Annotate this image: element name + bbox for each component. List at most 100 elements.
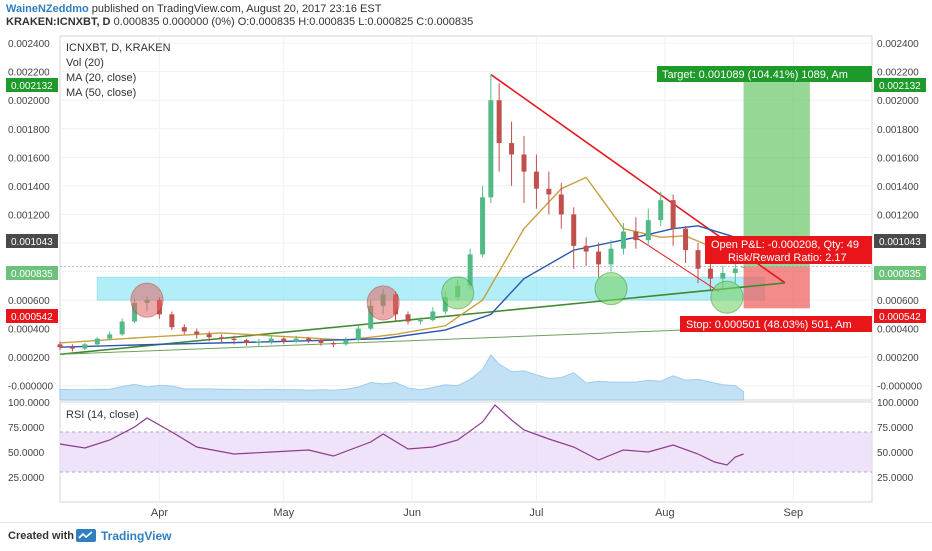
candle-body	[720, 272, 726, 279]
candle-body	[633, 231, 639, 241]
price-tick-right: 0.002400	[877, 39, 919, 50]
candle-body	[206, 334, 212, 338]
last-badge-left	[6, 234, 58, 248]
candle-body	[169, 314, 175, 328]
lower-trendline	[59, 325, 794, 355]
candle-body	[82, 344, 88, 349]
candle-body	[132, 302, 138, 322]
candle-body	[306, 338, 312, 341]
x-tick-label: Sep	[783, 507, 803, 519]
candle-body	[355, 328, 361, 341]
green-highlight-circle	[710, 280, 744, 314]
chart-header: WaineNZeddmo published on TradingView.co…	[6, 3, 473, 29]
price-tick-left: 0.000200	[8, 353, 50, 364]
rsi-tick-right: 75.0000	[877, 423, 914, 434]
candle-body	[293, 338, 299, 342]
price-tick-left: 0.002400	[8, 39, 50, 50]
candle-body	[330, 342, 336, 345]
price-tick-right: 0.001800	[877, 125, 919, 136]
candle-body	[69, 347, 75, 349]
legend-title: ICNXBT, D, KRAKEN	[66, 42, 171, 54]
candle-body	[488, 100, 494, 198]
support-zone	[96, 276, 765, 301]
candle-body	[405, 314, 411, 322]
volume-area-shape	[59, 354, 745, 401]
rsi-tick-left: 25.0000	[8, 473, 45, 484]
x-tick-label: May	[273, 507, 294, 519]
candle-body	[318, 340, 324, 343]
candle-body	[268, 338, 274, 342]
target-badge-right	[874, 78, 926, 92]
candle-body	[343, 340, 349, 345]
publish-line: WaineNZeddmo published on TradingView.co…	[6, 3, 473, 16]
candle-body	[107, 334, 113, 339]
price-tick-left: 0.000600	[8, 296, 50, 307]
author-link[interactable]: WaineNZeddmo	[6, 3, 89, 15]
stop-badge-right	[874, 309, 926, 323]
stop-zone	[743, 266, 810, 309]
price-tick-left: 0.000400	[8, 325, 50, 336]
candle-body	[243, 340, 249, 343]
highlight-circles	[130, 272, 744, 321]
pnl-label-box	[705, 236, 872, 264]
red-highlight-circle	[130, 282, 164, 318]
target-label-box	[657, 66, 872, 82]
price-tick-right: 0.001600	[877, 153, 919, 164]
candle-body	[608, 248, 614, 265]
price-chart[interactable]: 0.002400 0.002400 0.002200 0.002200 0.002000…	[0, 0, 932, 522]
stop-label-box	[680, 316, 872, 332]
last-badge-left-text: 0.001043	[11, 237, 53, 248]
rsi-plot	[59, 404, 872, 473]
symbol-line: KRAKEN:ICNXBT, D 0.000835 0.000000 (0%) …	[6, 16, 473, 29]
candle-body	[442, 297, 448, 312]
price-tick-right: 0.001200	[877, 210, 919, 221]
current-badge-right	[874, 266, 926, 280]
candle-body	[509, 143, 515, 155]
candle-body	[119, 321, 125, 335]
legend-ma20: MA (20, close)	[66, 72, 136, 84]
candle-body	[231, 338, 237, 341]
stop-badge-right-text: 0.000542	[879, 312, 921, 323]
candle-body	[256, 341, 262, 343]
candle-body	[620, 231, 626, 249]
price-tick-left: 0.002000	[8, 96, 50, 107]
rsi-tick-right: 50.0000	[877, 448, 914, 459]
candle-body	[467, 254, 473, 286]
target-badge-right-text: 0.002132	[879, 81, 921, 92]
price-tick-right: 0.000600	[877, 296, 919, 307]
price-tick-right: 0.002200	[877, 68, 919, 79]
inner-channel-line	[635, 236, 719, 292]
green-highlight-circle	[594, 272, 628, 306]
stop-badge-left	[6, 309, 58, 323]
price-tick-left: 0.001200	[8, 210, 50, 221]
candle-body	[219, 337, 225, 339]
ascending-support-line	[59, 282, 786, 356]
candle-body	[281, 338, 287, 342]
price-pane	[59, 35, 873, 401]
rsi-band	[60, 432, 872, 472]
candle-body	[645, 220, 651, 241]
candle-body	[741, 266, 747, 268]
current-badge-right-text: 0.000835	[879, 269, 921, 280]
candles	[57, 74, 747, 352]
candle-body	[521, 154, 527, 172]
x-tick-label: Aug	[655, 507, 675, 519]
symbol-name: KRAKEN:ICNXBT, D	[6, 16, 111, 28]
rsi-tick-right: 25.0000	[877, 473, 914, 484]
price-tick-left: -0.000000	[8, 382, 53, 393]
legend-vol: Vol (20)	[66, 57, 104, 69]
tradingview-logo-icon	[76, 529, 96, 542]
target-zone	[743, 81, 810, 267]
candle-body	[194, 331, 200, 335]
created-with-label: Created with	[8, 530, 75, 542]
candle-body	[596, 251, 602, 265]
candle-body	[94, 338, 100, 345]
rsi-tick-left: 100.0000	[8, 398, 50, 409]
candle-body	[558, 194, 564, 215]
publish-info: published on TradingView.com, August 20,…	[91, 3, 382, 15]
price-tick-left: 0.001800	[8, 125, 50, 136]
current-badge-left	[6, 266, 58, 280]
x-tick-label: Jun	[403, 507, 421, 519]
tradingview-brand-link[interactable]: TradingView	[101, 529, 172, 543]
footer: Created with TradingView	[0, 522, 932, 551]
